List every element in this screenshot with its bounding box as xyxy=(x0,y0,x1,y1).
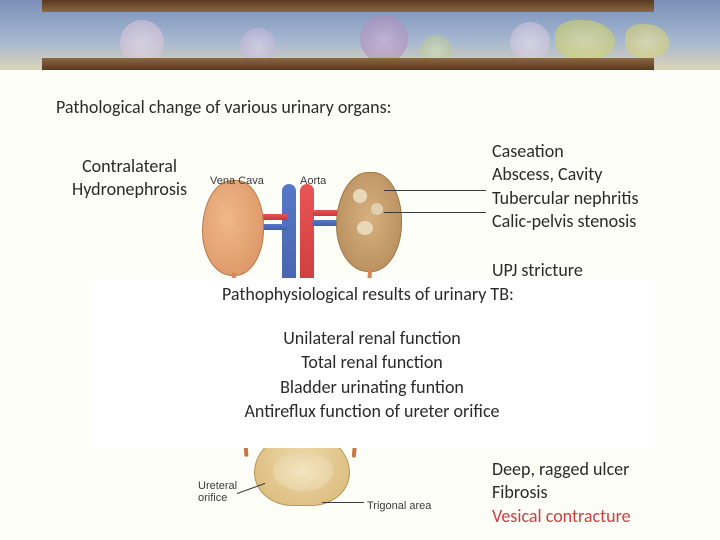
overlay-item: Antireflux function of ureter orifice xyxy=(90,399,654,423)
leader-line xyxy=(384,190,486,191)
overlay-item: Bladder urinating funtion xyxy=(90,375,654,399)
label-right-lower: Deep, ragged ulcer Fibrosis Vesical cont… xyxy=(492,458,631,528)
label-caseation: Caseation xyxy=(492,140,639,163)
overlay-item: Unilateral renal function xyxy=(90,326,654,350)
label-fibrosis: Fibrosis xyxy=(492,481,631,504)
label-ulcer: Deep, ragged ulcer xyxy=(492,458,631,481)
label-vesical-contracture: Vesical contracture xyxy=(492,505,631,528)
cavity-icon xyxy=(371,203,383,215)
overlay-list: Unilateral renal function Total renal fu… xyxy=(90,326,654,423)
wheat-icon xyxy=(625,24,669,58)
anatomy-vena-cava: Vena Cava xyxy=(210,175,264,187)
label-contralateral-text: Contralateral Hydronephrosis xyxy=(72,155,187,200)
leader-line xyxy=(384,212,486,213)
kidney-left-icon xyxy=(202,180,264,276)
label-right-upper: Caseation Abscess, Cavity Tubercular nep… xyxy=(492,140,639,234)
banner-stripe-top xyxy=(42,0,654,12)
wheat-icon xyxy=(555,20,615,60)
anatomy-trigonal: Trigonal area xyxy=(367,500,431,512)
label-contralateral: Contralateral Hydronephrosis xyxy=(72,155,187,200)
slide: Pathological change of various urinary o… xyxy=(0,0,720,540)
bladder-inner-icon xyxy=(273,451,333,491)
overlay-item: Total renal function xyxy=(90,350,654,374)
flower-icon xyxy=(360,15,408,63)
flower-icon xyxy=(510,22,550,62)
overlay-box: Pathophysiological results of urinary TB… xyxy=(90,278,654,448)
label-abscess: Abscess, Cavity xyxy=(492,163,639,186)
label-calic: Calic-pelvis stenosis xyxy=(492,210,639,233)
slide-title: Pathological change of various urinary o… xyxy=(56,96,391,118)
anatomy-aorta: Aorta xyxy=(300,175,326,187)
overlay-title: Pathophysiological results of urinary TB… xyxy=(222,282,514,306)
cavity-icon xyxy=(353,189,367,203)
label-tubercular: Tubercular nephritis xyxy=(492,187,639,210)
cavity-icon xyxy=(357,221,373,235)
anatomy-ureteral-orifice: Ureteral orifice xyxy=(198,480,237,504)
banner xyxy=(0,0,720,70)
kidney-right-icon xyxy=(336,172,402,272)
leader-line xyxy=(322,502,364,503)
banner-stripe-bottom xyxy=(42,58,654,70)
